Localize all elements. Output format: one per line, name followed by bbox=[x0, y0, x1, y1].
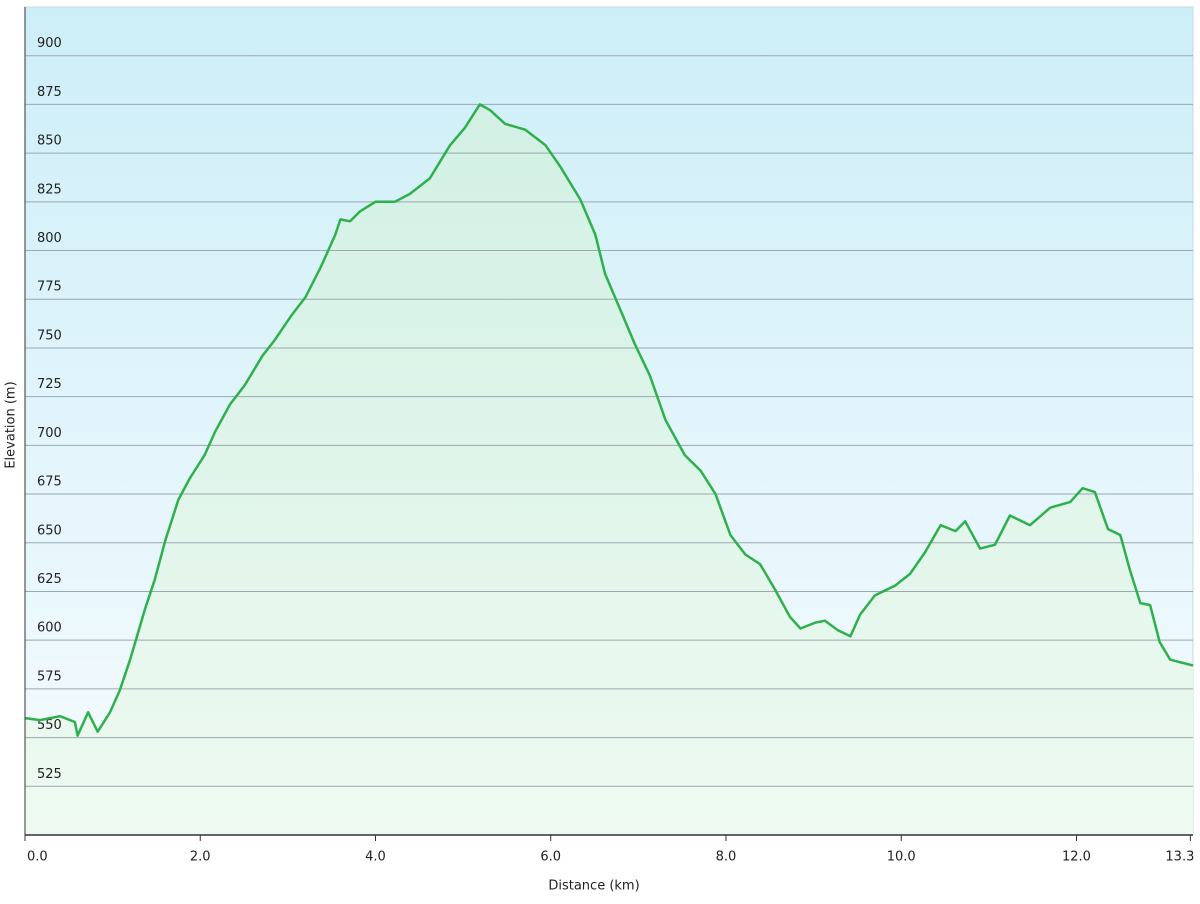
x-tick-label: 6.0 bbox=[540, 850, 561, 865]
x-tick-label: 4.0 bbox=[365, 850, 386, 865]
y-tick-label: 800 bbox=[37, 231, 62, 246]
y-tick-label: 875 bbox=[37, 85, 62, 100]
y-tick-label: 900 bbox=[37, 36, 62, 51]
y-tick-label: 525 bbox=[37, 767, 62, 782]
x-tick-label: 13.3 bbox=[1165, 850, 1194, 865]
x-axis-label: Distance (km) bbox=[548, 879, 639, 894]
y-tick-label: 575 bbox=[37, 669, 62, 684]
area-fill bbox=[25, 104, 1193, 835]
y-tick-label: 825 bbox=[37, 182, 62, 197]
x-tick-label: 8.0 bbox=[716, 850, 737, 865]
y-tick-label: 850 bbox=[37, 134, 62, 149]
x-tick-label: 12.0 bbox=[1062, 850, 1091, 865]
elevation-line bbox=[24, 103, 1194, 737]
y-tick-label: 600 bbox=[37, 621, 62, 636]
y-tick-label: 650 bbox=[37, 523, 62, 538]
y-tick-label: 725 bbox=[37, 377, 62, 392]
y-tick-label: 675 bbox=[37, 475, 62, 490]
y-tick-label: 775 bbox=[37, 280, 62, 295]
y-tick-label: 700 bbox=[37, 426, 62, 441]
y-tick-label: 625 bbox=[37, 572, 62, 587]
x-tick-label: 2.0 bbox=[190, 850, 211, 865]
y-tick-label: 750 bbox=[37, 328, 62, 343]
y-axis-label: Elevation (m) bbox=[4, 381, 19, 468]
x-tick-label: 0.0 bbox=[27, 850, 48, 865]
x-tick-label: 10.0 bbox=[887, 850, 916, 865]
y-tick-label: 550 bbox=[37, 718, 62, 733]
